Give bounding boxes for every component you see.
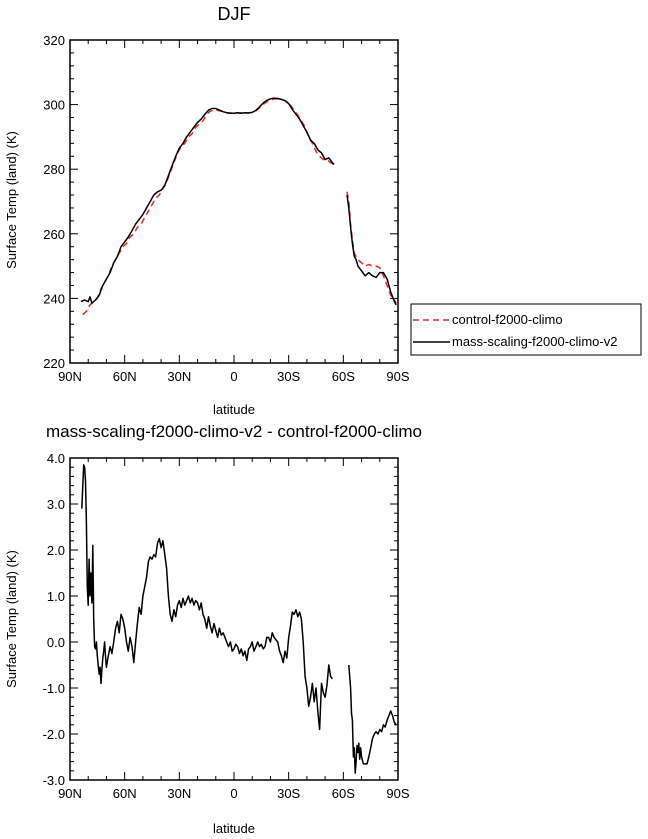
y-tick-label: 2.0 bbox=[47, 543, 65, 558]
legend: control-f2000-climo mass-scaling-f2000-c… bbox=[410, 303, 642, 356]
series-line-difference-segment-1 bbox=[81, 464, 333, 731]
y-tick-label: -3.0 bbox=[43, 773, 65, 788]
x-tick-label: 90S bbox=[386, 786, 409, 801]
series-line-difference-segment-2 bbox=[348, 664, 397, 774]
series-line-mass-scaling-f2000-climo-v2-segment-1 bbox=[80, 97, 335, 304]
panel-1-djf: DJF Surface Temp (land) (K) latitude 90N… bbox=[4, 4, 642, 417]
legend-box bbox=[410, 303, 642, 356]
series-line-control-f2000-climo-segment-1 bbox=[82, 98, 335, 316]
x-tick-label: 60N bbox=[113, 369, 137, 384]
y-tick-label: 0.0 bbox=[47, 635, 65, 650]
x-axis-label: latitude bbox=[213, 821, 255, 836]
y-tick-label: 280 bbox=[43, 162, 65, 177]
y-tick-label: 300 bbox=[43, 98, 65, 113]
legend-label-mass-scaling: mass-scaling-f2000-climo-v2 bbox=[452, 334, 617, 349]
x-tick-label: 30S bbox=[277, 786, 300, 801]
x-tick-label: 60S bbox=[332, 786, 355, 801]
y-axis-label: Surface Temp (land) (K) bbox=[4, 550, 19, 688]
y-tick-label: 320 bbox=[43, 33, 65, 48]
x-axis-label: latitude bbox=[213, 402, 255, 417]
chart-title: mass-scaling-f2000-climo-v2 - control-f2… bbox=[46, 422, 422, 441]
chart-title: DJF bbox=[218, 4, 251, 24]
x-tick-label: 60S bbox=[332, 369, 355, 384]
x-tick-label: 30N bbox=[167, 786, 191, 801]
y-tick-label: -2.0 bbox=[43, 727, 65, 742]
x-tick-label: 90N bbox=[58, 786, 82, 801]
y-tick-label: 4.0 bbox=[47, 451, 65, 466]
legend-label-control: control-f2000-climo bbox=[452, 312, 563, 327]
plot-area-frame bbox=[69, 457, 399, 781]
y-tick-label: 3.0 bbox=[47, 497, 65, 512]
panel-2-difference: mass-scaling-f2000-climo-v2 - control-f2… bbox=[4, 422, 422, 836]
x-tick-label: 30N bbox=[167, 369, 191, 384]
y-axis-label: Surface Temp (land) (K) bbox=[4, 131, 19, 269]
y-tick-label: 240 bbox=[43, 291, 65, 306]
y-tick-label: 260 bbox=[43, 227, 65, 242]
y-tick-label: -1.0 bbox=[43, 681, 65, 696]
x-tick-label: 0 bbox=[230, 786, 237, 801]
y-tick-label: 1.0 bbox=[47, 589, 65, 604]
x-tick-label: 90N bbox=[58, 369, 82, 384]
plot-area-frame bbox=[69, 39, 399, 364]
x-tick-label: 0 bbox=[230, 369, 237, 384]
x-tick-label: 90S bbox=[386, 369, 409, 384]
series-line-mass-scaling-f2000-climo-v2-segment-2 bbox=[346, 194, 397, 306]
x-tick-label: 60N bbox=[113, 786, 137, 801]
y-tick-label: 220 bbox=[43, 356, 65, 371]
x-tick-label: 30S bbox=[277, 369, 300, 384]
